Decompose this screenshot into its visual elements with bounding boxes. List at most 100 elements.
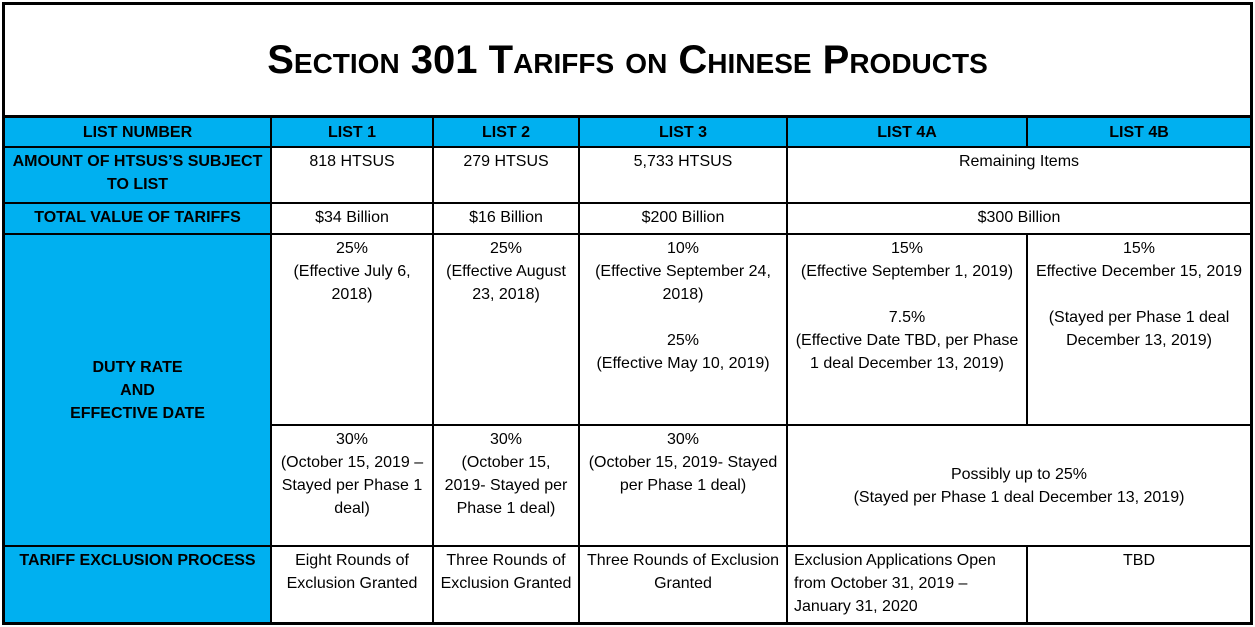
table-cell: 818 HTSUS [272, 148, 432, 202]
table-cell: 30% (October 15, 2019 – Stayed per Phase … [272, 426, 432, 545]
paragraph: 5,733 HTSUS [586, 150, 780, 173]
text-line: (Effective Date TBD, per Phase 1 deal De… [795, 332, 1019, 372]
paragraph: (Stayed per Phase 1 deal December 13, 20… [1034, 306, 1244, 352]
text-line: 25% [666, 332, 700, 349]
text-line: 10% [666, 240, 700, 257]
paragraph: 30% (October 15, 2019 – Stayed per Phase … [278, 428, 426, 520]
paragraph: 30% (October 15, 2019- Stayed per Phase 1… [440, 428, 572, 520]
paragraph: $16 Billion [440, 206, 572, 229]
table-cell: 15% (Effective September 1, 2019) 7.5% (Eff… [788, 235, 1026, 424]
table-cell: 10% (Effective September 24, 2018) 25% (Eff… [580, 235, 786, 424]
paragraph: $200 Billion [586, 206, 780, 229]
text-line: 30% [489, 431, 523, 448]
text-line: Effective December 15, 2019 [1035, 263, 1243, 280]
header-cell: LIST 1 [272, 118, 432, 146]
paragraph: TOTAL VALUE OF TARIFFS [11, 206, 264, 229]
paragraph: Three Rounds of Exclusion Granted [440, 549, 572, 595]
text-line: TARIFF EXCLUSION PROCESS [19, 552, 256, 569]
row-label: TARIFF EXCLUSION PROCESS [5, 547, 270, 622]
paragraph: TARIFF EXCLUSION PROCESS [11, 549, 264, 572]
paragraph: DUTY RATE AND EFFECTIVE DATE [11, 356, 264, 425]
text-line: 15% [890, 240, 924, 257]
row-label: TOTAL VALUE OF TARIFFS [5, 204, 270, 233]
text-line: (Effective September 1, 2019) [800, 263, 1014, 280]
text-line: TOTAL VALUE OF TARIFFS [34, 209, 241, 226]
text-line: $16 Billion [469, 209, 543, 226]
text-line: Remaining Items [958, 153, 1080, 170]
paragraph: Three Rounds of Exclusion Granted [586, 549, 780, 595]
table-cell: Possibly up to 25% (Stayed per Phase 1 de… [788, 426, 1250, 545]
text-line: Three Rounds of Exclusion Granted [440, 552, 572, 592]
cell-content: Possibly up to 25% (Stayed per Phase 1 de… [794, 463, 1244, 509]
paragraph: 30% (October 15, 2019- Stayed per Phase 1… [586, 428, 780, 497]
table-title: Section 301 Tariffs on Chinese Products [5, 5, 1250, 115]
header-cell: LIST NUMBER [5, 118, 270, 146]
paragraph: Possibly up to 25% (Stayed per Phase 1 de… [794, 463, 1244, 509]
text-line: (October 15, 2019- Stayed per Phase 1 de… [444, 454, 568, 517]
paragraph: 15% Effective December 15, 2019 [1034, 237, 1244, 283]
text-line: 7.5% [888, 309, 926, 326]
table-cell: Remaining Items [788, 148, 1250, 202]
paragraph: $34 Billion [278, 206, 426, 229]
text-line: 279 HTSUS [463, 153, 549, 170]
text-line: (Stayed per Phase 1 deal December 13, 20… [853, 488, 1185, 506]
header-cell: LIST 4B [1028, 118, 1250, 146]
table-cell: $16 Billion [434, 204, 578, 233]
text-line: 15% [1122, 240, 1156, 257]
text-line: 30% [335, 431, 369, 448]
text-line: (Effective August 23, 2018) [446, 263, 566, 303]
table-cell: 30% (October 15, 2019- Stayed per Phase 1… [580, 426, 786, 545]
text-line: 30% [666, 431, 700, 448]
table-cell: 279 HTSUS [434, 148, 578, 202]
text-line: 25% [489, 240, 523, 257]
paragraph: AMOUNT OF HTSUS’S SUBJECT TO LIST [11, 150, 264, 196]
paragraph: TBD [1034, 549, 1244, 572]
table-cell: $200 Billion [580, 204, 786, 233]
table-cell: TBD [1028, 547, 1250, 622]
header-cell: LIST 3 [580, 118, 786, 146]
table-cell: Three Rounds of Exclusion Granted [434, 547, 578, 622]
paragraph: 25% (Effective August 23, 2018) [440, 237, 572, 306]
text-line: $300 Billion [977, 209, 1061, 226]
text-line: (October 15, 2019- Stayed per Phase 1 de… [588, 454, 778, 494]
text-line: DUTY RATE [92, 358, 183, 376]
row-label: AMOUNT OF HTSUS’S SUBJECT TO LIST [5, 148, 270, 202]
table-cell: $34 Billion [272, 204, 432, 233]
paragraph: Exclusion Applications Open from October… [794, 549, 1020, 618]
text-line: (Effective September 24, 2018) [595, 263, 771, 303]
text-line: (Stayed per Phase 1 deal December 13, 20… [1048, 309, 1230, 349]
paragraph: 7.5% (Effective Date TBD, per Phase 1 dea… [794, 306, 1020, 375]
paragraph: 818 HTSUS [278, 150, 426, 173]
text-line: 25% [335, 240, 369, 257]
table-cell: Three Rounds of Exclusion Granted [580, 547, 786, 622]
text-line: TBD [1123, 552, 1155, 569]
table-cell: 25% (Effective July 6, 2018) [272, 235, 432, 424]
paragraph: 10% (Effective September 24, 2018) [586, 237, 780, 306]
table-cell: Eight Rounds of Exclusion Granted [272, 547, 432, 622]
text-line: Eight Rounds of Exclusion Granted [286, 552, 418, 592]
text-line: (October 15, 2019 – Stayed per Phase 1 d… [280, 454, 424, 517]
table-cell: Exclusion Applications Open from October… [788, 547, 1026, 622]
table-cell: 30% (October 15, 2019- Stayed per Phase 1… [434, 426, 578, 545]
text-line: Exclusion Applications Open from October… [794, 552, 996, 615]
text-line: 5,733 HTSUS [633, 153, 733, 170]
table-cell: $300 Billion [788, 204, 1250, 233]
text-line: (Effective July 6, 2018) [293, 263, 411, 303]
paragraph: 25% (Effective May 10, 2019) [586, 329, 780, 375]
header-cell: LIST 2 [434, 118, 578, 146]
paragraph: Remaining Items [794, 150, 1244, 173]
text-line: Possibly up to 25% [950, 465, 1088, 483]
header-cell: LIST 4A [788, 118, 1026, 146]
text-line: $200 Billion [641, 209, 725, 226]
text-line: AMOUNT OF HTSUS’S SUBJECT TO LIST [12, 153, 263, 193]
table-cell: 15% Effective December 15, 2019 (Stayed pe… [1028, 235, 1250, 424]
text-line: Three Rounds of Exclusion Granted [586, 552, 780, 592]
paragraph: 25% (Effective July 6, 2018) [278, 237, 426, 306]
text-line: EFFECTIVE DATE [70, 404, 205, 422]
text-line: (Effective May 10, 2019) [596, 355, 770, 372]
paragraph: Eight Rounds of Exclusion Granted [278, 549, 426, 595]
text-line: 818 HTSUS [309, 153, 395, 170]
text-line: $34 Billion [315, 209, 389, 226]
paragraph: 279 HTSUS [440, 150, 572, 173]
